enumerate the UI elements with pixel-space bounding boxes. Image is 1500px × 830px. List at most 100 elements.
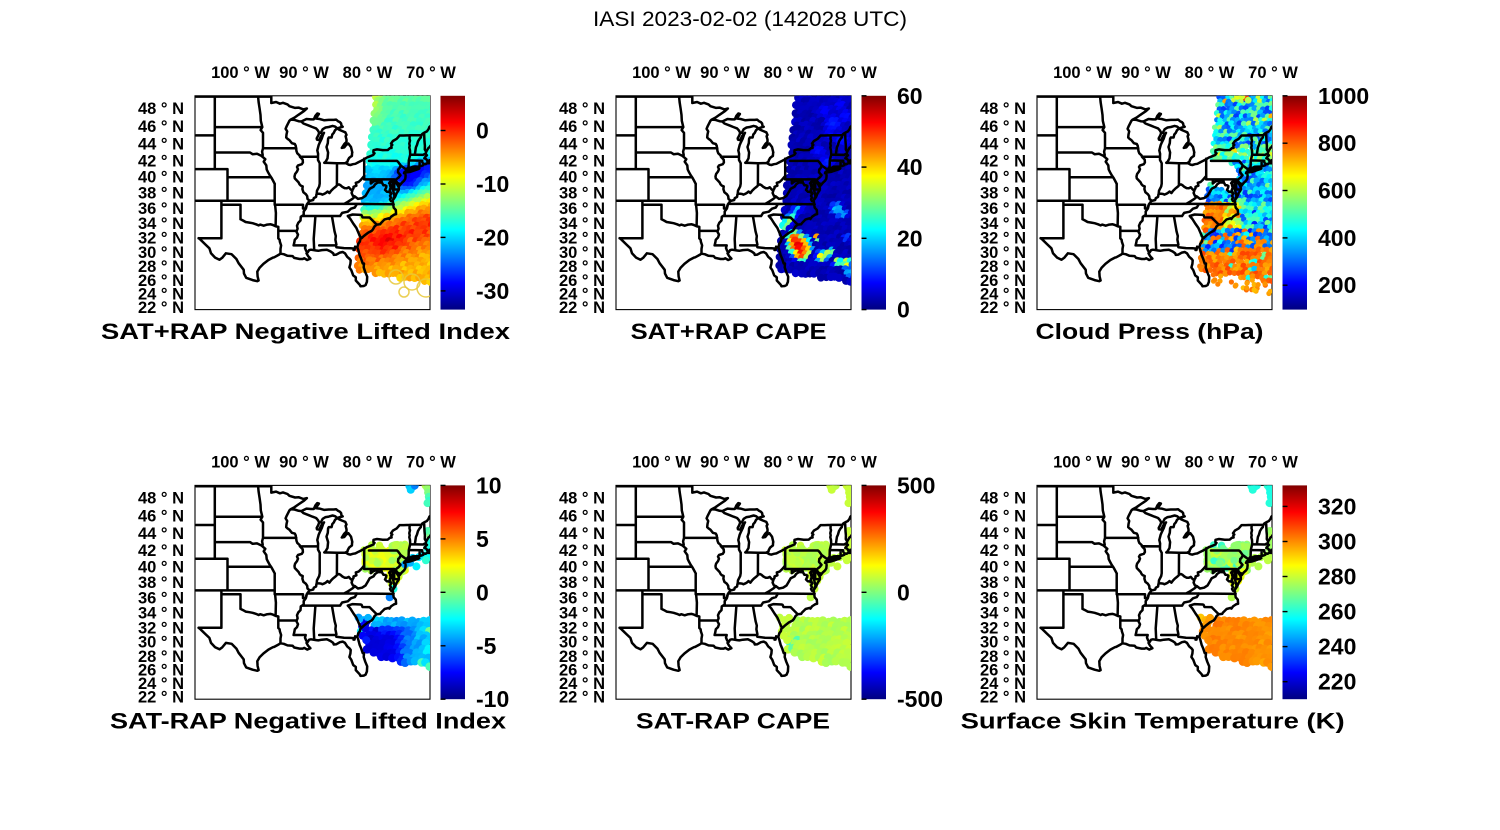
svg-text:0: 0 bbox=[476, 579, 489, 605]
svg-text:40 ° N: 40 ° N bbox=[559, 169, 605, 187]
svg-text:-500: -500 bbox=[897, 686, 943, 712]
svg-text:26 ° N: 26 ° N bbox=[138, 272, 184, 290]
svg-text:70 ° W: 70 ° W bbox=[827, 454, 877, 472]
svg-text:44 ° N: 44 ° N bbox=[138, 525, 184, 543]
svg-text:22 ° N: 22 ° N bbox=[980, 299, 1026, 317]
svg-text:600: 600 bbox=[1318, 178, 1356, 204]
svg-text:30 ° N: 30 ° N bbox=[559, 634, 605, 652]
svg-text:90 ° W: 90 ° W bbox=[279, 64, 329, 82]
svg-text:SAT-RAP Negative Lifted Index: SAT-RAP Negative Lifted Index bbox=[110, 709, 507, 734]
svg-text:46 ° N: 46 ° N bbox=[138, 508, 184, 526]
svg-text:34 ° N: 34 ° N bbox=[980, 605, 1026, 623]
svg-text:22 ° N: 22 ° N bbox=[138, 299, 184, 317]
svg-text:28 ° N: 28 ° N bbox=[559, 648, 605, 666]
svg-text:60: 60 bbox=[897, 83, 923, 109]
svg-text:40 ° N: 40 ° N bbox=[138, 558, 184, 576]
svg-text:26 ° N: 26 ° N bbox=[559, 272, 605, 290]
svg-text:30 ° N: 30 ° N bbox=[980, 244, 1026, 262]
svg-text:40: 40 bbox=[897, 154, 923, 180]
svg-text:0: 0 bbox=[897, 297, 910, 323]
svg-text:42 ° N: 42 ° N bbox=[980, 542, 1026, 560]
svg-text:38 ° N: 38 ° N bbox=[138, 574, 184, 592]
svg-text:240: 240 bbox=[1318, 634, 1356, 660]
svg-text:44 ° N: 44 ° N bbox=[980, 136, 1026, 154]
svg-text:5: 5 bbox=[476, 526, 489, 552]
svg-text:36 ° N: 36 ° N bbox=[980, 200, 1026, 218]
svg-text:48 ° N: 48 ° N bbox=[138, 490, 184, 508]
svg-text:36 ° N: 36 ° N bbox=[559, 590, 605, 608]
svg-text:90 ° W: 90 ° W bbox=[700, 454, 750, 472]
svg-text:26 ° N: 26 ° N bbox=[138, 662, 184, 680]
svg-text:42 ° N: 42 ° N bbox=[138, 152, 184, 170]
svg-text:70 ° W: 70 ° W bbox=[827, 64, 877, 82]
svg-text:36 ° N: 36 ° N bbox=[138, 590, 184, 608]
svg-text:20: 20 bbox=[897, 225, 923, 251]
svg-text:1000: 1000 bbox=[1318, 83, 1369, 109]
svg-text:28 ° N: 28 ° N bbox=[138, 648, 184, 666]
svg-text:SAT+RAP Negative Lifted Index: SAT+RAP Negative Lifted Index bbox=[101, 319, 511, 344]
svg-text:-5: -5 bbox=[476, 633, 497, 659]
svg-text:80 ° W: 80 ° W bbox=[764, 454, 814, 472]
svg-text:90 ° W: 90 ° W bbox=[279, 454, 329, 472]
svg-text:70 ° W: 70 ° W bbox=[406, 454, 456, 472]
svg-text:38 ° N: 38 ° N bbox=[980, 185, 1026, 203]
svg-text:48 ° N: 48 ° N bbox=[559, 100, 605, 118]
svg-text:46 ° N: 46 ° N bbox=[138, 118, 184, 136]
svg-text:100 ° W: 100 ° W bbox=[1053, 64, 1112, 82]
svg-text:80 ° W: 80 ° W bbox=[1185, 454, 1235, 472]
svg-text:100 ° W: 100 ° W bbox=[632, 454, 691, 472]
svg-text:46 ° N: 46 ° N bbox=[980, 118, 1026, 136]
svg-text:28 ° N: 28 ° N bbox=[138, 258, 184, 276]
svg-text:22 ° N: 22 ° N bbox=[559, 299, 605, 317]
svg-text:24 ° N: 24 ° N bbox=[980, 675, 1026, 693]
svg-text:70 ° W: 70 ° W bbox=[406, 64, 456, 82]
svg-text:Surface Skin Temperature (K): Surface Skin Temperature (K) bbox=[961, 709, 1345, 734]
svg-text:42 ° N: 42 ° N bbox=[559, 152, 605, 170]
svg-text:32 ° N: 32 ° N bbox=[559, 619, 605, 637]
svg-text:320: 320 bbox=[1318, 493, 1356, 519]
svg-text:30 ° N: 30 ° N bbox=[138, 244, 184, 262]
svg-text:0: 0 bbox=[476, 118, 489, 144]
svg-text:42 ° N: 42 ° N bbox=[980, 152, 1026, 170]
svg-text:32 ° N: 32 ° N bbox=[980, 619, 1026, 637]
svg-text:260: 260 bbox=[1318, 599, 1356, 625]
svg-text:400: 400 bbox=[1318, 225, 1356, 251]
svg-text:Cloud Press (hPa): Cloud Press (hPa) bbox=[1036, 319, 1264, 344]
svg-text:24 ° N: 24 ° N bbox=[138, 286, 184, 304]
svg-text:48 ° N: 48 ° N bbox=[138, 100, 184, 118]
svg-text:40 ° N: 40 ° N bbox=[138, 169, 184, 187]
svg-text:40 ° N: 40 ° N bbox=[980, 169, 1026, 187]
svg-text:90 ° W: 90 ° W bbox=[700, 64, 750, 82]
svg-text:70 ° W: 70 ° W bbox=[1248, 64, 1298, 82]
svg-text:34 ° N: 34 ° N bbox=[559, 605, 605, 623]
svg-text:28 ° N: 28 ° N bbox=[559, 258, 605, 276]
svg-text:70 ° W: 70 ° W bbox=[1248, 454, 1298, 472]
svg-text:42 ° N: 42 ° N bbox=[138, 542, 184, 560]
svg-text:46 ° N: 46 ° N bbox=[559, 508, 605, 526]
svg-text:100 ° W: 100 ° W bbox=[211, 64, 270, 82]
svg-text:300: 300 bbox=[1318, 529, 1356, 555]
svg-text:100 ° W: 100 ° W bbox=[632, 64, 691, 82]
svg-text:46 ° N: 46 ° N bbox=[559, 118, 605, 136]
svg-text:22 ° N: 22 ° N bbox=[559, 689, 605, 707]
svg-text:48 ° N: 48 ° N bbox=[980, 490, 1026, 508]
svg-text:80 ° W: 80 ° W bbox=[343, 64, 393, 82]
svg-text:280: 280 bbox=[1318, 564, 1356, 590]
svg-text:48 ° N: 48 ° N bbox=[559, 490, 605, 508]
svg-text:44 ° N: 44 ° N bbox=[559, 525, 605, 543]
svg-text:24 ° N: 24 ° N bbox=[559, 675, 605, 693]
svg-text:0: 0 bbox=[897, 579, 910, 605]
svg-text:36 ° N: 36 ° N bbox=[980, 590, 1026, 608]
svg-text:38 ° N: 38 ° N bbox=[980, 574, 1026, 592]
svg-text:26 ° N: 26 ° N bbox=[980, 662, 1026, 680]
svg-text:42 ° N: 42 ° N bbox=[559, 542, 605, 560]
svg-text:32 ° N: 32 ° N bbox=[559, 230, 605, 248]
svg-text:-30: -30 bbox=[476, 278, 509, 304]
svg-text:220: 220 bbox=[1318, 669, 1356, 695]
svg-text:44 ° N: 44 ° N bbox=[980, 525, 1026, 543]
svg-text:SAT-RAP CAPE: SAT-RAP CAPE bbox=[636, 709, 830, 734]
svg-text:26 ° N: 26 ° N bbox=[980, 272, 1026, 290]
svg-text:-10: -10 bbox=[476, 171, 509, 197]
svg-text:22 ° N: 22 ° N bbox=[138, 689, 184, 707]
svg-text:22 ° N: 22 ° N bbox=[980, 689, 1026, 707]
